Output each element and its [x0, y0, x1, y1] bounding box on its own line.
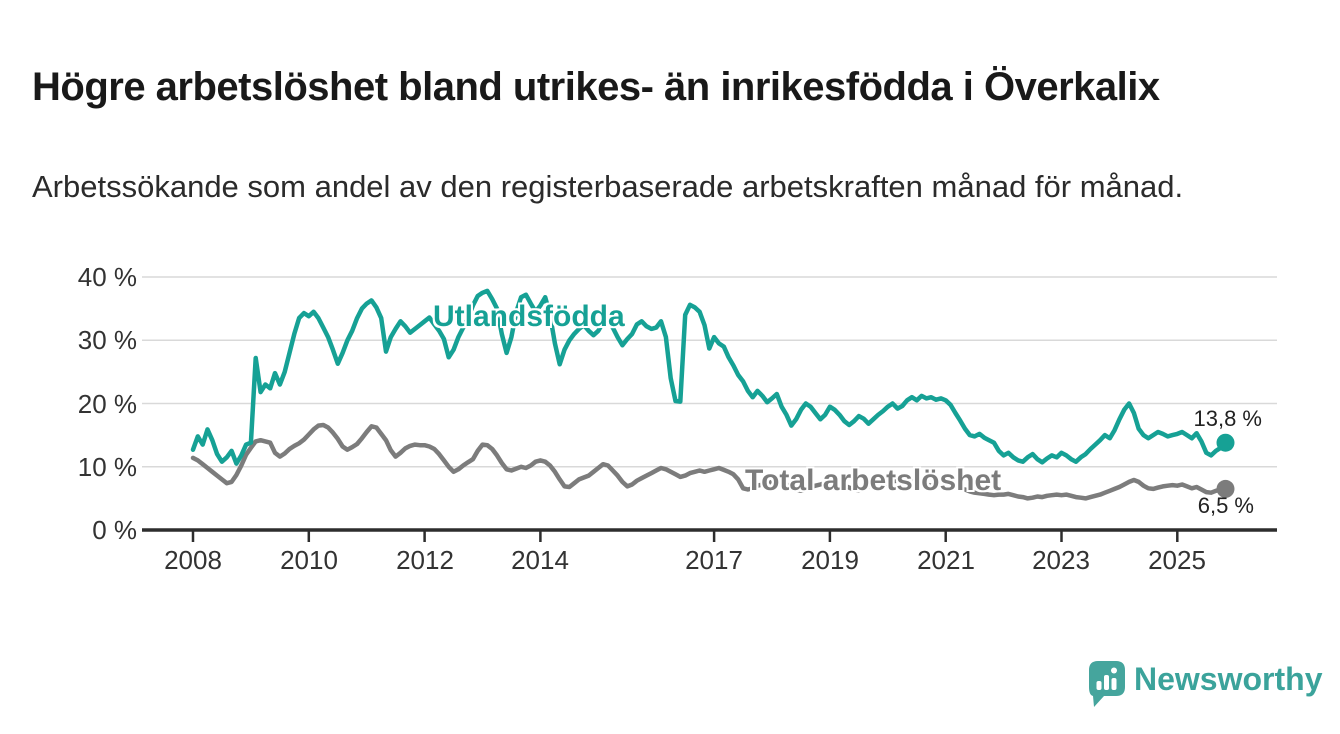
end-value-total-arbetsloshet: 6,5 % [1197, 493, 1254, 518]
series-layer [190, 288, 1235, 501]
speech-bubble-chart-icon [1089, 661, 1125, 707]
y-tick-label: 20 % [77, 389, 137, 419]
page-title: Högre arbetslöshet bland utrikes- än inr… [32, 64, 1160, 109]
x-tick-label: 2023 [1032, 545, 1090, 575]
x-tick-label: 2012 [396, 545, 454, 575]
gridlines [142, 276, 1277, 468]
x-tick-label: 2019 [801, 545, 859, 575]
y-tick-label: 0 % [92, 515, 137, 545]
newsworthy-logo [1089, 661, 1125, 707]
y-tick-label: 30 % [77, 325, 137, 355]
series-end-dot-utlandsf-dda [1216, 433, 1235, 452]
page-subtitle: Arbetssökande som andel av den registerb… [32, 169, 1184, 204]
series-end-dot-total-arbetsl-shet [1216, 479, 1235, 498]
series-label-total-arbetsloshet: Total arbetslöshet [745, 464, 1002, 497]
x-tick-label: 2010 [280, 545, 338, 575]
series-line-utlandsf-dda [190, 288, 1228, 466]
series-line-total-arbetsl-shet [190, 422, 1228, 501]
x-tick-label: 2017 [685, 545, 743, 575]
y-tick-label: 40 % [77, 262, 137, 292]
x-tick-label: 2025 [1148, 545, 1206, 575]
x-tick-label: 2021 [917, 545, 975, 575]
end-value-utlandsfodda: 13,8 % [1193, 406, 1263, 431]
x-axis-ticks [191, 531, 1179, 542]
series-label-utlandsfodda: Utlandsfödda [433, 300, 625, 333]
x-tick-label: 2008 [164, 545, 222, 575]
newsworthy-logo-text: Newsworthy [1134, 661, 1323, 697]
y-tick-label: 10 % [77, 452, 137, 482]
x-tick-label: 2014 [511, 545, 569, 575]
